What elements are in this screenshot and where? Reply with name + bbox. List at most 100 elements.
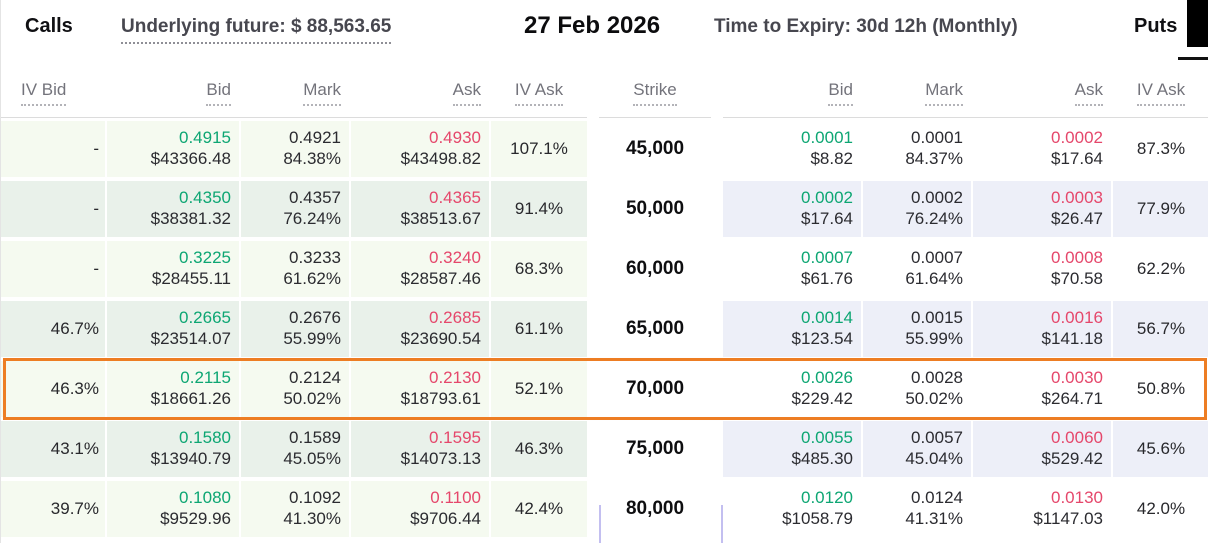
call-ask-cell[interactable]: 0.1100 $9706.44 bbox=[351, 481, 489, 537]
call-mark-cell[interactable]: 0.4357 76.24% bbox=[241, 181, 349, 237]
call-mark-cell[interactable]: 0.2676 55.99% bbox=[241, 301, 349, 357]
put-mark-iv: 76.24% bbox=[905, 208, 963, 228]
put-mark-cell[interactable]: 0.0057 45.04% bbox=[863, 421, 971, 477]
call-mark-iv: 76.24% bbox=[283, 208, 341, 228]
put-ask-usd: $26.47 bbox=[1051, 208, 1103, 228]
put-bid-cell[interactable]: 0.0001 $8.82 bbox=[723, 121, 861, 177]
scroll-artifact bbox=[599, 505, 601, 543]
put-bid-usd: $123.54 bbox=[791, 328, 853, 348]
call-bid-usd: $13940.79 bbox=[150, 448, 231, 468]
call-iv-bid-cell: 46.3% bbox=[1, 361, 105, 417]
call-ask-cell[interactable]: 0.4930 $43498.82 bbox=[351, 121, 489, 177]
underlying-future-value[interactable]: Underlying future: $ 88,563.65 bbox=[121, 16, 392, 44]
header-call-ask[interactable]: Ask bbox=[351, 80, 489, 106]
header-put-ask[interactable]: Ask bbox=[973, 80, 1111, 106]
header-call-iv-bid[interactable]: IV Bid bbox=[1, 80, 105, 106]
strike-cell: 45,000 bbox=[599, 121, 711, 177]
put-ask-cell[interactable]: 0.0016 $141.18 bbox=[973, 301, 1111, 357]
put-mark-cell[interactable]: 0.0028 50.02% bbox=[863, 361, 971, 417]
table-body: - 0.4915 $43366.48 0.4921 84.38% 0.4930 … bbox=[1, 121, 1208, 541]
call-bid-usd: $18661.26 bbox=[150, 388, 231, 408]
strike-value: 65,000 bbox=[625, 318, 685, 339]
header-put-mark[interactable]: Mark bbox=[863, 80, 971, 106]
call-iv-ask-cell: 61.1% bbox=[491, 301, 587, 357]
put-ask-usd: $264.71 bbox=[1041, 388, 1103, 408]
call-ask-price: 0.2685 bbox=[429, 308, 481, 327]
call-bid-cell[interactable]: 0.2115 $18661.26 bbox=[107, 361, 239, 417]
call-ask-usd: $28587.46 bbox=[400, 268, 481, 288]
call-mark-price: 0.2676 bbox=[289, 308, 341, 327]
call-mark-price: 0.1092 bbox=[289, 488, 341, 507]
call-mark-iv: 45.05% bbox=[283, 448, 341, 468]
call-iv-ask-cell: 52.1% bbox=[491, 361, 587, 417]
call-mark-price: 0.1589 bbox=[289, 428, 341, 447]
call-ask-usd: $23690.54 bbox=[400, 328, 481, 348]
put-bid-cell[interactable]: 0.0026 $229.42 bbox=[723, 361, 861, 417]
call-bid-cell[interactable]: 0.3225 $28455.11 bbox=[107, 241, 239, 297]
call-ask-cell[interactable]: 0.2130 $18793.61 bbox=[351, 361, 489, 417]
put-mark-cell[interactable]: 0.0015 55.99% bbox=[863, 301, 971, 357]
put-ask-price: 0.0030 bbox=[1051, 368, 1103, 387]
call-bid-price: 0.2665 bbox=[179, 308, 231, 327]
call-bid-cell[interactable]: 0.1580 $13940.79 bbox=[107, 421, 239, 477]
option-row: - 0.3225 $28455.11 0.3233 61.62% 0.3240 … bbox=[1, 241, 1208, 297]
put-ask-cell[interactable]: 0.0130 $1147.03 bbox=[973, 481, 1111, 537]
strike-cell: 65,000 bbox=[599, 301, 711, 357]
call-iv-bid-cell: - bbox=[1, 181, 105, 237]
put-bid-cell[interactable]: 0.0002 $17.64 bbox=[723, 181, 861, 237]
put-mark-price: 0.0028 bbox=[911, 368, 963, 387]
call-mark-iv: 84.38% bbox=[283, 148, 341, 168]
call-mark-cell[interactable]: 0.3233 61.62% bbox=[241, 241, 349, 297]
call-iv-ask-value: 46.3% bbox=[514, 439, 564, 458]
call-ask-cell[interactable]: 0.4365 $38513.67 bbox=[351, 181, 489, 237]
call-mark-price: 0.2124 bbox=[289, 368, 341, 387]
call-iv-ask-value: 68.3% bbox=[514, 259, 564, 278]
put-bid-cell[interactable]: 0.0007 $61.76 bbox=[723, 241, 861, 297]
put-ask-cell[interactable]: 0.0030 $264.71 bbox=[973, 361, 1111, 417]
put-bid-cell[interactable]: 0.0055 $485.30 bbox=[723, 421, 861, 477]
call-ask-usd: $9706.44 bbox=[410, 508, 481, 528]
call-bid-cell[interactable]: 0.4350 $38381.32 bbox=[107, 181, 239, 237]
call-mark-cell[interactable]: 0.4921 84.38% bbox=[241, 121, 349, 177]
call-mark-cell[interactable]: 0.1589 45.05% bbox=[241, 421, 349, 477]
put-mark-cell[interactable]: 0.0002 76.24% bbox=[863, 181, 971, 237]
put-mark-cell[interactable]: 0.0001 84.37% bbox=[863, 121, 971, 177]
put-mark-price: 0.0007 bbox=[911, 248, 963, 267]
put-iv-ask-value: 56.7% bbox=[1136, 319, 1186, 338]
put-ask-cell[interactable]: 0.0003 $26.47 bbox=[973, 181, 1111, 237]
header-strike[interactable]: Strike bbox=[599, 80, 711, 106]
header-put-bid[interactable]: Bid bbox=[723, 80, 861, 106]
call-mark-cell[interactable]: 0.2124 50.02% bbox=[241, 361, 349, 417]
put-bid-cell[interactable]: 0.0120 $1058.79 bbox=[723, 481, 861, 537]
header-call-mark[interactable]: Mark bbox=[241, 80, 349, 106]
call-ask-cell[interactable]: 0.1595 $14073.13 bbox=[351, 421, 489, 477]
put-mark-cell[interactable]: 0.0007 61.64% bbox=[863, 241, 971, 297]
call-bid-usd: $43366.48 bbox=[150, 148, 231, 168]
put-mark-cell[interactable]: 0.0124 41.31% bbox=[863, 481, 971, 537]
put-bid-cell[interactable]: 0.0014 $123.54 bbox=[723, 301, 861, 357]
put-mark-iv: 61.64% bbox=[905, 268, 963, 288]
call-mark-price: 0.4357 bbox=[289, 188, 341, 207]
call-ask-cell[interactable]: 0.2685 $23690.54 bbox=[351, 301, 489, 357]
call-bid-cell[interactable]: 0.2665 $23514.07 bbox=[107, 301, 239, 357]
header-call-iv-ask[interactable]: IV Ask bbox=[491, 80, 587, 106]
put-ask-cell[interactable]: 0.0060 $529.42 bbox=[973, 421, 1111, 477]
put-iv-ask-value: 62.2% bbox=[1136, 259, 1186, 278]
put-ask-cell[interactable]: 0.0008 $70.58 bbox=[973, 241, 1111, 297]
call-mark-cell[interactable]: 0.1092 41.30% bbox=[241, 481, 349, 537]
call-iv-bid-value: - bbox=[93, 139, 99, 158]
header-put-iv-ask[interactable]: IV Ask bbox=[1113, 80, 1208, 106]
call-bid-cell[interactable]: 0.4915 $43366.48 bbox=[107, 121, 239, 177]
put-iv-ask-cell: 42.0% bbox=[1113, 481, 1208, 537]
strike-cell: 50,000 bbox=[599, 181, 711, 237]
call-ask-usd: $18793.61 bbox=[400, 388, 481, 408]
call-ask-cell[interactable]: 0.3240 $28587.46 bbox=[351, 241, 489, 297]
header-call-bid[interactable]: Bid bbox=[107, 80, 239, 106]
call-ask-usd: $14073.13 bbox=[400, 448, 481, 468]
put-iv-ask-cell: 87.3% bbox=[1113, 121, 1208, 177]
put-iv-ask-value: 45.6% bbox=[1136, 439, 1186, 458]
put-iv-ask-cell: 56.7% bbox=[1113, 301, 1208, 357]
put-ask-cell[interactable]: 0.0002 $17.64 bbox=[973, 121, 1111, 177]
call-bid-cell[interactable]: 0.1080 $9529.96 bbox=[107, 481, 239, 537]
